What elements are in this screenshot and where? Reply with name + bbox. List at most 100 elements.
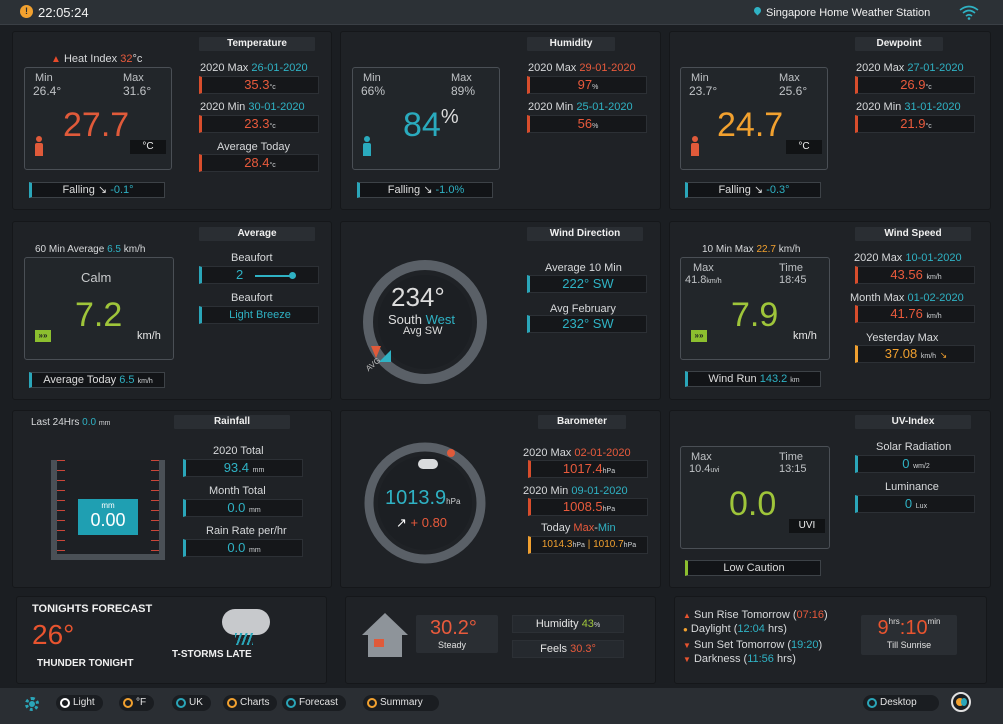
humidity-tile[interactable]: Humidity Min 66% Max 89% 84% 2020 Max 29… (340, 31, 661, 210)
year-max-value: 1017.4hPa (528, 460, 648, 478)
year-min-label: 2020 Min 30-01-2020 (200, 101, 305, 113)
max-label: Max (451, 72, 472, 84)
avg10-label: Average 10 Min (545, 262, 622, 274)
person-icon (691, 136, 699, 156)
theme-toggle-icon[interactable] (951, 692, 971, 712)
toggle-dot-icon (367, 698, 377, 708)
time-value: 18:45 (779, 274, 807, 286)
summary-button[interactable]: Summary (363, 695, 439, 711)
rate-label: Rain Rate per/hr (206, 525, 287, 537)
uv-tile[interactable]: UV-Index Max 10.4uvi Time 13:15 0.0 UVI … (669, 410, 991, 588)
trend-down-icon: ↘ (423, 184, 433, 196)
indoor-tile[interactable]: 30.2° Steady Humidity 43% Feels 30.3° (345, 596, 656, 684)
year-total-label: 2020 Total (213, 445, 264, 457)
forecast-desc1: THUNDER TONIGHT (37, 658, 134, 669)
wind-main-box: Calm 7.2 »» km/h (24, 257, 174, 360)
sunrise-row: ▲ Sun Rise Tomorrow (07:16) (683, 609, 828, 621)
uv-header: UV-Index (855, 415, 971, 429)
barometer-tile[interactable]: Barometer 1013.9hPa ↗ + 0.80 2020 Max 02… (340, 410, 661, 588)
beaufort-label: Beaufort (231, 252, 273, 264)
temperature-header: Temperature (199, 37, 315, 51)
barometer-current: 1013.9hPa (385, 487, 461, 509)
station-name: Singapore Home Weather Station (766, 7, 931, 19)
toggle-dot-icon (867, 698, 877, 708)
year-min-label: 2020 Min 09-01-2020 (523, 485, 628, 497)
fahrenheit-toggle[interactable]: °F (119, 695, 155, 711)
year-min-label: 2020 Min 25-01-2020 (528, 101, 633, 113)
humidity-main-box: Min 66% Max 89% 84% (352, 67, 500, 170)
rain-gauge-readout: mm 0.00 (78, 499, 138, 535)
charts-button[interactable]: Charts (223, 695, 278, 711)
avg-today-value: 28.4°c (199, 154, 319, 172)
avgfeb-value: 232° SW (527, 315, 647, 333)
person-icon (363, 136, 371, 156)
uk-toggle[interactable]: UK (172, 695, 211, 711)
wind-run: Wind Run 143.2 km (685, 371, 821, 387)
yesterday-value: 37.08 km/h ↘ (855, 345, 975, 363)
today-range-label: Today Max-Min (541, 522, 616, 534)
forecast-title: TONIGHTS FORECAST (32, 603, 153, 615)
unit-badge: °C (130, 140, 166, 154)
wind-speed-main-box: Max 41.8km/h Time 18:45 7.9 »» km/h (680, 257, 830, 360)
forecast-tile[interactable]: TONIGHTS FORECAST 26° THUNDER TONIGHT T-… (16, 596, 327, 684)
wind-current: 7.2 (75, 296, 123, 334)
wind-degrees: 234° (391, 282, 445, 312)
min-value: 66% (361, 84, 386, 98)
light-toggle[interactable]: Light (56, 695, 103, 711)
top-bar: ! 22:05:24 Singapore Home Weather Statio… (0, 0, 1003, 25)
year-max-label: 2020 Max 10-01-2020 (854, 252, 962, 264)
countdown-value: 9hrs:10min (877, 617, 941, 639)
forecast-button[interactable]: Forecast (282, 695, 346, 711)
dewpoint-main-box: Min 23.7° Max 25.6° 24.7 °C (680, 67, 828, 170)
time-label: Time (779, 451, 804, 463)
temperature-trend: Falling ↘ -0.1° (29, 182, 165, 198)
sun-tile[interactable]: ▲ Sun Rise Tomorrow (07:16) ● Daylight (… (674, 596, 987, 684)
avgfeb-label: Avg February (550, 303, 616, 315)
year-max-label: 2020 Max 26-01-2020 (200, 62, 308, 74)
average-header: Average (199, 227, 315, 241)
min-label: Min (35, 72, 53, 84)
wind-speed-unit: km/h (793, 330, 817, 342)
trend-down-icon: ↘ (97, 184, 108, 196)
min-value: 23.7° (689, 84, 718, 98)
wifi-icon[interactable] (958, 4, 980, 20)
settings-gear-icon[interactable] (22, 694, 42, 714)
cloud-icon (418, 459, 438, 469)
toggle-dot-icon (227, 698, 237, 708)
year-min-value: 23.3°c (199, 115, 319, 133)
time-value: 13:15 (779, 463, 807, 475)
arrow-right-icon: »» (691, 330, 707, 342)
max10-label: 10 Min Max 22.7 km/h (702, 244, 801, 255)
darkness-row: ▼ Darkness (11:56 hrs) (683, 653, 796, 665)
year-min-value: 1008.5hPa (528, 498, 648, 516)
year-max-value: 43.56 km/h (855, 266, 975, 284)
info-icon[interactable]: ! (20, 5, 33, 18)
wind-direction-tile[interactable]: Wind Direction AVG 234° South West Avg S… (340, 221, 661, 400)
temperature-tile[interactable]: Temperature ▲ Heat Index 32°c Min 26.4° … (12, 31, 332, 210)
barometer-trend: ↗ + 0.80 (396, 515, 448, 530)
average-wind-tile[interactable]: Average 60 Min Average 6.5 km/h Calm 7.2… (12, 221, 332, 400)
lum-label: Luminance (885, 481, 939, 493)
max-label: Max (779, 72, 800, 84)
rain-gauge-ticks-right (151, 460, 159, 554)
desktop-button[interactable]: Desktop (863, 695, 939, 711)
max-label: Max (691, 451, 712, 463)
avg-marker-icon (371, 346, 381, 358)
sunset-row: ▼ Sun Set Tomorrow (19:20) (683, 639, 823, 651)
today-range-value: 1014.3hPa | 1010.7hPa (528, 536, 648, 554)
rainfall-tile[interactable]: Rainfall Last 24Hrs 0.0 mm mm 0.00 2020 … (12, 410, 332, 588)
dewpoint-tile[interactable]: Dewpoint Min 23.7° Max 25.6° 24.7 °C 202… (669, 31, 991, 210)
last24-label: Last 24Hrs 0.0 mm (31, 417, 111, 428)
dewpoint-header: Dewpoint (855, 37, 943, 51)
wind-speed-tile[interactable]: Wind Speed 10 Min Max 22.7 km/h Max 41.8… (669, 221, 991, 400)
beaufort-slider-icon (254, 271, 296, 279)
min-label: Min (691, 72, 709, 84)
year-min-label: 2020 Min 31-01-2020 (856, 101, 961, 113)
avg60-label: 60 Min Average 6.5 km/h (35, 244, 146, 255)
temperature-current: 27.7 (63, 106, 130, 144)
uv-current: 0.0 (729, 485, 777, 523)
darkness-icon: ▼ (683, 655, 691, 664)
rain-gauge-value: 0.00 (90, 510, 126, 530)
min-value: 26.4° (33, 84, 62, 98)
year-max-label: 2020 Max 27-01-2020 (856, 62, 964, 74)
